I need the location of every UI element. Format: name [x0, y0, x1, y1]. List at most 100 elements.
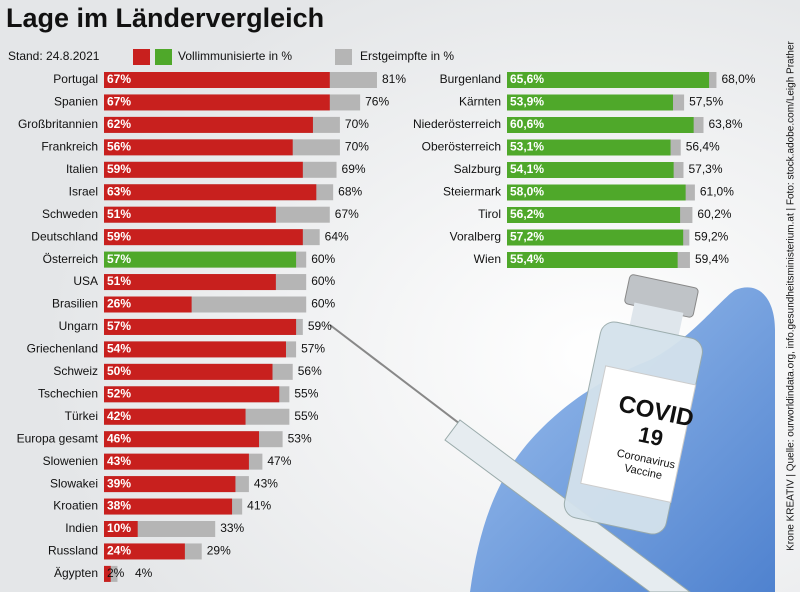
value-label: 60% — [311, 252, 335, 266]
bar-full — [104, 318, 297, 335]
bar-full — [104, 498, 233, 515]
bar-full — [104, 476, 236, 493]
value-label: 53% — [288, 431, 312, 445]
value-label: 50% — [107, 364, 131, 378]
bar-full — [104, 251, 297, 268]
value-label: 57% — [107, 319, 131, 333]
category-label: Schweden — [42, 207, 98, 221]
category-label: Indien — [65, 521, 98, 535]
legend-swatch — [155, 49, 172, 65]
bar-full — [104, 184, 317, 201]
value-label: 53,9% — [510, 95, 544, 109]
category-label: Steiermark — [443, 185, 502, 199]
value-label: 24% — [107, 544, 131, 558]
value-label: 57% — [301, 342, 325, 356]
value-label: 59% — [308, 319, 332, 333]
category-label: Österreich — [43, 252, 98, 266]
value-label: 60,2% — [697, 207, 731, 221]
value-label: 61,0% — [700, 185, 734, 199]
value-label: 4% — [135, 566, 153, 580]
bar-full — [104, 161, 303, 178]
value-label: 43% — [254, 476, 278, 490]
photo: COVID 19 Coronavirus Vaccine — [329, 274, 775, 592]
category-label: Tschechien — [38, 386, 98, 400]
category-label: Griechenland — [27, 342, 98, 356]
value-label: 56,2% — [510, 207, 544, 221]
bar-full — [104, 408, 246, 425]
value-label: 54,1% — [510, 162, 544, 176]
value-label: 63% — [107, 184, 131, 198]
value-label: 26% — [107, 297, 131, 311]
value-label: 56% — [298, 364, 322, 378]
value-label: 76% — [365, 95, 389, 109]
value-label: 10% — [107, 521, 131, 535]
legend-label: Vollimmunisierte in % — [178, 49, 292, 63]
bar-full — [104, 565, 111, 582]
bar-full — [507, 139, 671, 156]
category-label: Ägypten — [54, 566, 98, 580]
category-label: Voralberg — [450, 230, 501, 244]
value-label: 51% — [107, 274, 131, 288]
value-label: 38% — [107, 499, 131, 513]
value-label: 52% — [107, 386, 131, 400]
bar-full — [104, 453, 249, 470]
category-label: USA — [73, 274, 98, 288]
category-label: Spanien — [54, 95, 98, 109]
bar-full — [104, 274, 276, 291]
value-label: 63,8% — [709, 117, 743, 131]
vial — [563, 274, 703, 535]
category-label: Niederösterreich — [413, 117, 501, 131]
bar-full — [104, 229, 303, 246]
bar-full — [507, 207, 681, 223]
bar-full — [104, 116, 313, 133]
category-label: Kärnten — [459, 95, 501, 109]
value-label: 58,0% — [510, 185, 544, 199]
category-label: Großbritannien — [18, 117, 98, 131]
value-label: 65,6% — [510, 72, 544, 86]
value-label: 33% — [220, 521, 244, 535]
bar-full — [507, 229, 684, 246]
value-label: 67% — [335, 207, 359, 221]
category-label: Salzburg — [454, 162, 501, 176]
value-label: 56% — [107, 140, 131, 154]
value-label: 29% — [207, 544, 231, 558]
stand-date: Stand: 24.8.2021 — [8, 49, 100, 63]
value-label: 55% — [294, 386, 318, 400]
value-label: 60% — [311, 297, 335, 311]
bar-full — [507, 252, 678, 268]
value-label: 64% — [325, 229, 349, 243]
value-label: 59,2% — [694, 230, 728, 244]
value-label: 53,1% — [510, 140, 544, 154]
category-label: Europa gesamt — [17, 431, 99, 445]
category-label: Wien — [474, 252, 501, 266]
value-label: 60% — [311, 274, 335, 288]
bar-full — [507, 72, 710, 88]
value-label: 54% — [107, 342, 131, 356]
value-label: 51% — [107, 207, 131, 221]
value-label: 62% — [107, 117, 131, 131]
value-label: 67% — [107, 95, 131, 109]
value-label: 39% — [107, 476, 131, 490]
value-label: 43% — [107, 454, 131, 468]
category-label: Brasilien — [52, 297, 98, 311]
value-label: 2% — [107, 566, 125, 580]
category-label: Portugal — [53, 72, 98, 86]
value-label: 69% — [342, 162, 366, 176]
vial-label: 19 — [636, 422, 665, 452]
bar-full — [104, 341, 286, 358]
legend-swatch — [335, 49, 352, 65]
category-label: Deutschland — [31, 229, 98, 243]
bar-full — [104, 543, 185, 560]
value-label: 59,4% — [695, 252, 729, 266]
value-label: 68% — [338, 184, 362, 198]
bar-full — [104, 94, 330, 111]
category-label: Türkei — [65, 409, 98, 423]
category-label: Kroatien — [53, 499, 98, 513]
category-label: Italien — [66, 162, 98, 176]
bar-full — [507, 184, 686, 201]
value-label: 55% — [294, 409, 318, 423]
value-label: 57,2% — [510, 230, 544, 244]
bar-full — [507, 162, 674, 178]
value-label: 59% — [107, 229, 131, 243]
